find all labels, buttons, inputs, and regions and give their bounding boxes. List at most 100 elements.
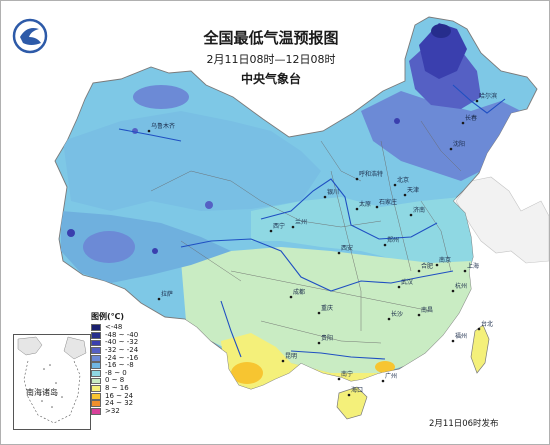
city-dots	[147, 99, 481, 397]
legend-swatch	[91, 400, 101, 408]
legend-label: -8 ~ 0	[105, 368, 127, 377]
legend-swatch	[91, 392, 101, 400]
zone-minus24-16-north	[133, 85, 189, 109]
city-dot-nanjing	[435, 263, 439, 267]
city-label-shijiazhuang: 石家庄	[379, 199, 398, 206]
cma-logo-icon	[12, 18, 48, 54]
legend-row: 8 ~ 16	[91, 385, 151, 393]
city-label-changsha: 长沙	[391, 311, 404, 318]
city-dot-haikou	[347, 393, 351, 397]
legend-swatch	[91, 385, 101, 392]
legend-row: -16 ~ -8	[91, 362, 151, 370]
city-dot-fuzhou	[451, 339, 455, 343]
city-dot-hefei	[417, 269, 421, 273]
legend-row: 16 ~ 24	[91, 392, 151, 400]
legend-swatch	[91, 339, 101, 347]
legend-row: -24 ~ -16	[91, 354, 151, 362]
legend-row: >32	[91, 406, 151, 416]
legend-swatch	[91, 377, 101, 385]
legend-swatch	[91, 331, 101, 339]
city-dot-chengdu	[289, 295, 293, 299]
lancang-river	[220, 300, 242, 358]
legend-swatch	[91, 369, 101, 377]
legend-swatch	[91, 347, 101, 354]
inset-map	[17, 336, 87, 424]
legend-swatch	[91, 407, 101, 415]
legend-label: >32	[105, 406, 120, 415]
yangtze-river	[180, 238, 454, 292]
legend-label: -32 ~ -24	[105, 346, 139, 355]
city-label-taipei: 台北	[481, 321, 494, 328]
city-label-urumqi: 乌鲁木齐	[151, 123, 176, 130]
legend: 图例(℃) <-48 -48 ~ -40 -40 ~ -32 -32 ~ -24 -24…	[91, 312, 151, 415]
legend-label: <-48	[105, 323, 123, 332]
legend-label: 16 ~ 24	[105, 391, 134, 400]
legend-swatch	[91, 324, 101, 332]
forecast-period: 2月11日08时—12日08时	[206, 53, 336, 66]
legend-row: -32 ~ -24	[91, 347, 151, 355]
city-label-hefei: 合肥	[421, 263, 434, 270]
tarim-river	[118, 128, 182, 142]
city-label-lhasa: 拉萨	[161, 291, 174, 298]
city-label-jinan: 济南	[413, 207, 426, 214]
city-dot-xining	[269, 229, 273, 233]
city-dot-yinchuan	[323, 195, 327, 199]
title-block: 全国最低气温预报图 2月11日08时—12日08时 中央气象台	[151, 29, 391, 86]
city-label-chongqing: 重庆	[321, 305, 334, 312]
zone-minus8-0	[251, 197, 481, 271]
city-dot-harbin	[475, 99, 479, 103]
city-label-hohhot: 呼和浩特	[359, 171, 384, 178]
pearl-river	[290, 350, 386, 360]
city-dot-tianjin	[403, 193, 407, 197]
yellow-river	[260, 178, 438, 240]
city-dot-zhengzhou	[383, 243, 387, 247]
city-label-nanjing: 南京	[439, 257, 452, 264]
city-label-haikou: 海口	[351, 387, 364, 394]
legend-row: -48 ~ -40	[91, 331, 151, 340]
release-note: 2月11日06时发布	[429, 419, 499, 429]
city-label-changchun: 长春	[465, 115, 478, 122]
city-dot-kunming	[281, 359, 285, 363]
city-dot-hohhot	[355, 177, 359, 181]
city-dot-hangzhou	[451, 289, 455, 293]
zone-minus24-16-tibet	[83, 231, 135, 263]
cold-spot	[394, 118, 400, 124]
hainan-island	[336, 386, 368, 420]
city-dot-jinan	[409, 213, 413, 217]
city-label-beijing: 北京	[397, 177, 410, 184]
zone-minus16-8	[63, 111, 321, 211]
city-dot-wuhan	[397, 285, 401, 289]
city-dot-lhasa	[157, 297, 161, 301]
city-dot-lanzhou	[291, 225, 295, 229]
korea-japan-land	[455, 176, 549, 264]
city-label-yinchuan: 银川	[327, 189, 340, 196]
legend-swatch	[91, 362, 101, 370]
city-label-taiyuan: 太原	[359, 201, 372, 208]
zone-tibet	[61, 211, 231, 283]
city-dot-beijing	[393, 183, 397, 187]
city-label-shanghai: 上海	[467, 263, 480, 270]
city-dot-changchun	[461, 121, 465, 125]
legend-row: -40 ~ -32	[91, 339, 151, 347]
zone-minus24-16-northeast	[361, 91, 521, 181]
city-label-nanning: 南宁	[341, 371, 354, 378]
legend-label: -40 ~ -32	[105, 338, 139, 347]
city-dot-taipei	[477, 327, 481, 331]
taiwan-island	[470, 324, 490, 374]
city-dot-taiyuan	[355, 207, 359, 211]
cold-spot	[205, 201, 213, 209]
legend-rows: <-48 -48 ~ -40 -40 ~ -32 -32 ~ -24 -24 ~ -16…	[91, 324, 151, 415]
city-label-tianjin: 天津	[407, 187, 420, 194]
rivers	[118, 84, 506, 360]
legend-row: <-48	[91, 324, 151, 332]
city-dot-xian	[337, 251, 341, 255]
city-label-xining: 西宁	[273, 223, 286, 230]
legend-label: -16 ~ -8	[105, 361, 134, 370]
cold-spot	[132, 128, 138, 134]
city-dot-nanchang	[417, 313, 421, 317]
legend-label: 8 ~ 16	[105, 384, 129, 393]
zone-minus48-40	[431, 24, 451, 38]
city-label-chengdu: 成都	[293, 289, 306, 296]
